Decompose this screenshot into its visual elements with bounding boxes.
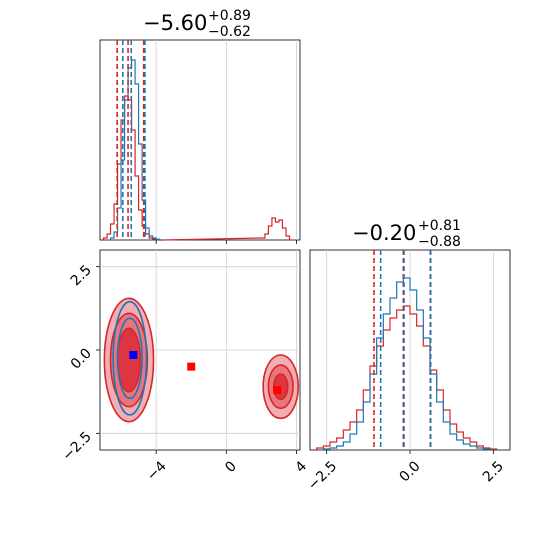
marginal-1-hist-series-1 (109, 59, 164, 241)
joint-red-contour-0-2 (116, 327, 142, 393)
joint-xtick-label-0: −4 (144, 458, 170, 484)
marginal-2-xtick-label-1: 0.0 (397, 458, 424, 485)
marginal-2-hist-series-0 (316, 305, 498, 450)
joint-blue-contour-1 (116, 317, 143, 400)
marginal-2-title: −0.20 +0.81 −0.88 (352, 218, 461, 250)
marginal-2-title-sub: −0.88 (418, 234, 461, 250)
marginal-1-quantile-lines (116, 40, 146, 240)
marginal-1-panel (99, 39, 301, 244)
marginal-1-title: −5.60 +0.89 −0.62 (143, 8, 251, 40)
marginal-2-title-sup: +0.81 (418, 218, 461, 234)
marginal-1-title-main: −5.60 (143, 11, 207, 35)
marginal-1-grid (155, 40, 297, 240)
joint-ytick-label-2: −2.5 (59, 429, 94, 464)
marginal-1-ticks (155, 240, 297, 244)
joint-xtick-label-1: 0 (222, 458, 240, 476)
joint-marker-1 (187, 362, 196, 371)
joint-panel: −4 0 4 2.5 0.0 −2.5 (59, 249, 310, 484)
marginal-2-xtick-label-0: −2.5 (305, 458, 340, 493)
joint-marker-0 (129, 351, 138, 359)
joint-ytick-label-1: 0.0 (68, 346, 95, 373)
joint-sample-point (127, 423, 129, 425)
marginal-1-title-sup: +0.89 (208, 8, 251, 24)
marginal-2-quantile-lines (373, 250, 432, 450)
joint-markers (129, 351, 282, 394)
marginal-2-title-main: −0.20 (352, 221, 416, 245)
marginal-2-ticks: −2.5 0.0 2.5 (305, 450, 507, 494)
joint-marker-2 (273, 386, 282, 394)
marginal-2-histograms (316, 277, 498, 450)
joint-blue-contour-0 (112, 300, 148, 416)
marginal-2-xtick-label-2: 2.5 (480, 458, 507, 485)
marginal-2-hist-series-1 (322, 277, 491, 450)
marginal-1-title-sub: −0.62 (208, 24, 251, 40)
marginal-1-frame (99, 39, 301, 241)
joint-contours (103, 297, 300, 423)
joint-ytick-label-0: 2.5 (68, 262, 95, 289)
marginal-2-panel: −2.5 0.0 2.5 (305, 249, 511, 494)
joint-xtick-label-2: 4 (292, 458, 310, 476)
